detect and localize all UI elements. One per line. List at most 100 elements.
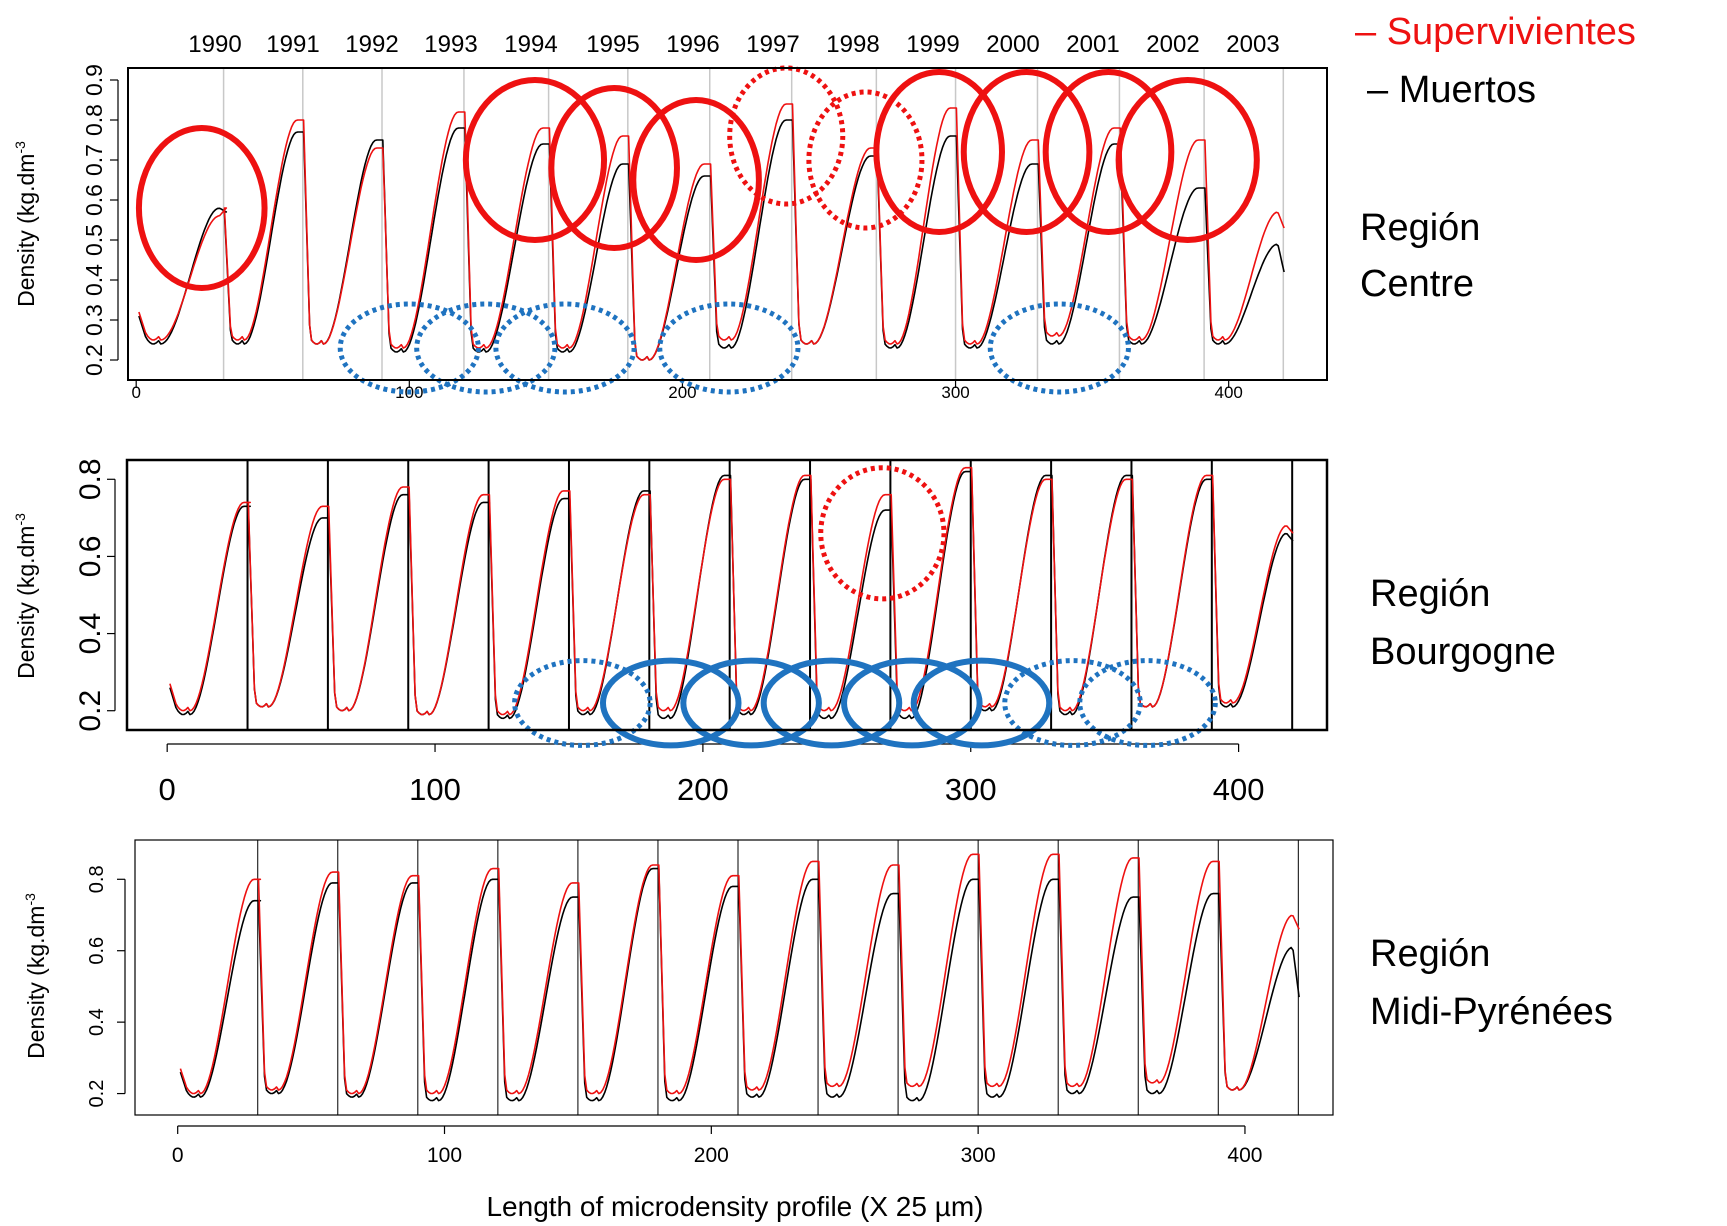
centre-series	[138, 103, 1285, 361]
bourgogne-series	[169, 466, 1294, 720]
red-solid-highlight-circle	[548, 85, 680, 251]
year-label: 2000	[986, 31, 1039, 58]
region-label: Región	[1370, 933, 1490, 975]
red-solid-highlight-circle	[960, 69, 1093, 235]
x-tick-label: 100	[409, 772, 461, 807]
panel-centre: 1990 1991 1992 1993 1994 1995 1996 1997 …	[12, 31, 1480, 402]
blue-dotted-highlight-circle	[493, 301, 637, 395]
year-label: 1993	[424, 31, 477, 58]
blue-solid-highlight-circle	[599, 657, 742, 749]
x-tick-label: 200	[694, 1144, 729, 1167]
y-tick-label: 0.6	[81, 184, 107, 216]
blue-solid-highlight-circle	[680, 657, 822, 749]
red-dotted-highlight-circle	[727, 65, 846, 207]
blue-solid-highlight-circle	[910, 657, 1053, 749]
x-axis-title: Length of microdensity profile (X 25 µm)	[486, 1191, 983, 1222]
y-tick-label: 0.9	[81, 64, 107, 96]
blue-solid-highlight-circle	[760, 657, 903, 749]
panel-bourgogne: 0 100 200 300 400 0.2 0.4 0.6 0.8 Density (kg.dm…	[12, 458, 1556, 807]
y-tick-label: 0.6	[74, 536, 107, 578]
bourgogne-plot-frame	[125, 458, 1329, 732]
y-tick-label: 0.8	[74, 458, 107, 500]
x-tick-label: 0	[172, 1144, 184, 1167]
panel-midi-pyrenees: 0 100 200 300 400 0.2 0.4 0.6 0.8 Density (kg.dm…	[22, 839, 1613, 1222]
y-tick-label: 0.4	[81, 264, 107, 296]
centre-plot-frame	[127, 67, 1328, 381]
bourgogne-axes: 0 100 200 300 400 0.2 0.4 0.6 0.8	[74, 458, 1264, 807]
y-tick-label: 0.4	[74, 613, 107, 655]
red-solid-highlight-circle	[135, 125, 268, 291]
centre-y-axis-title: Density (kg.dm-3	[12, 141, 39, 307]
year-label: 2002	[1146, 31, 1199, 58]
region-label: Centre	[1360, 263, 1474, 305]
y-tick-label: 0.7	[81, 144, 107, 176]
legend: – Supervivientes – Muertos	[1355, 11, 1636, 111]
year-label: 1997	[746, 31, 799, 58]
red-dotted-highlight-circle	[818, 465, 947, 602]
y-tick-label: 0.2	[86, 1080, 108, 1108]
year-label: 1992	[345, 31, 398, 58]
y-tick-label: 0.5	[81, 224, 107, 256]
x-tick-label: 100	[427, 1144, 462, 1167]
x-tick-label: 400	[1214, 383, 1242, 402]
legend-dead: – Muertos	[1367, 69, 1536, 111]
x-tick-label: 200	[677, 772, 729, 807]
x-tick-label: 200	[668, 383, 696, 402]
y-tick-label: 0.8	[86, 865, 108, 893]
year-label: 1998	[826, 31, 879, 58]
year-label: 1996	[666, 31, 719, 58]
blue-dotted-highlight-circle	[987, 301, 1131, 395]
blue-dotted-highlight-circle	[1002, 658, 1143, 748]
midi-year-dividers	[257, 840, 1299, 1115]
y-tick-label: 0.8	[81, 104, 107, 136]
y-tick-label: 0.6	[86, 937, 108, 965]
year-label: 1995	[586, 31, 639, 58]
blue-dotted-highlight-circle	[1077, 658, 1218, 748]
blue-dotted-highlight-circle	[512, 658, 653, 748]
centre-year-labels: 1990 1991 1992 1993 1994 1995 1996 1997 …	[188, 31, 1279, 58]
region-label: Región	[1360, 207, 1480, 249]
blue-dotted-highlight-circle	[657, 301, 801, 395]
blue-dotted-highlight-circle	[337, 301, 481, 395]
red-solid-highlight-circle	[1042, 69, 1175, 235]
year-label: 1994	[504, 31, 557, 58]
bourgogne-highlight-circles	[512, 465, 1218, 749]
year-label: 1991	[266, 31, 319, 58]
year-label: 1990	[188, 31, 241, 58]
red-solid-highlight-circle	[462, 77, 608, 243]
survivors-series-line	[169, 466, 1294, 716]
y-tick-label: 0.2	[74, 690, 107, 732]
y-tick-label: 0.3	[81, 304, 107, 336]
midi-series	[179, 853, 1300, 1102]
red-dotted-highlight-circle	[806, 89, 925, 231]
midi-plot-frame	[134, 839, 1334, 1116]
red-solid-highlight-circle	[1115, 77, 1260, 243]
region-label: Midi-Pyrénées	[1370, 991, 1613, 1033]
blue-solid-highlight-circle	[841, 657, 983, 749]
x-tick-label: 300	[961, 1144, 996, 1167]
x-tick-label: 300	[945, 772, 997, 807]
red-solid-highlight-circle	[630, 97, 762, 263]
blue-dotted-highlight-circle	[414, 301, 558, 395]
x-tick-label: 0	[159, 772, 176, 807]
y-tick-label: 0.2	[81, 344, 107, 376]
region-label: Región	[1370, 573, 1490, 615]
region-label: Bourgogne	[1370, 631, 1556, 673]
year-label: 1999	[906, 31, 959, 58]
year-label: 2001	[1066, 31, 1119, 58]
y-tick-label: 0.4	[86, 1008, 108, 1036]
x-tick-label: 400	[1213, 772, 1265, 807]
legend-survivors: – Supervivientes	[1355, 11, 1636, 53]
bourgogne-y-axis-title: Density (kg.dm-3	[12, 513, 39, 679]
year-label: 2003	[1226, 31, 1279, 58]
x-tick-label: 0	[131, 383, 140, 402]
midi-y-axis-title: Density (kg.dm-3	[22, 893, 49, 1059]
survivors-series-line	[138, 103, 1285, 361]
dead-series-line	[179, 867, 1300, 1102]
x-tick-label: 300	[941, 383, 969, 402]
centre-highlight-circles	[135, 65, 1260, 395]
survivors-series-line	[179, 853, 1300, 1095]
midi-axes: 0 100 200 300 400 0.2 0.4 0.6 0.8	[86, 865, 1262, 1167]
red-solid-highlight-circle	[873, 69, 1005, 235]
